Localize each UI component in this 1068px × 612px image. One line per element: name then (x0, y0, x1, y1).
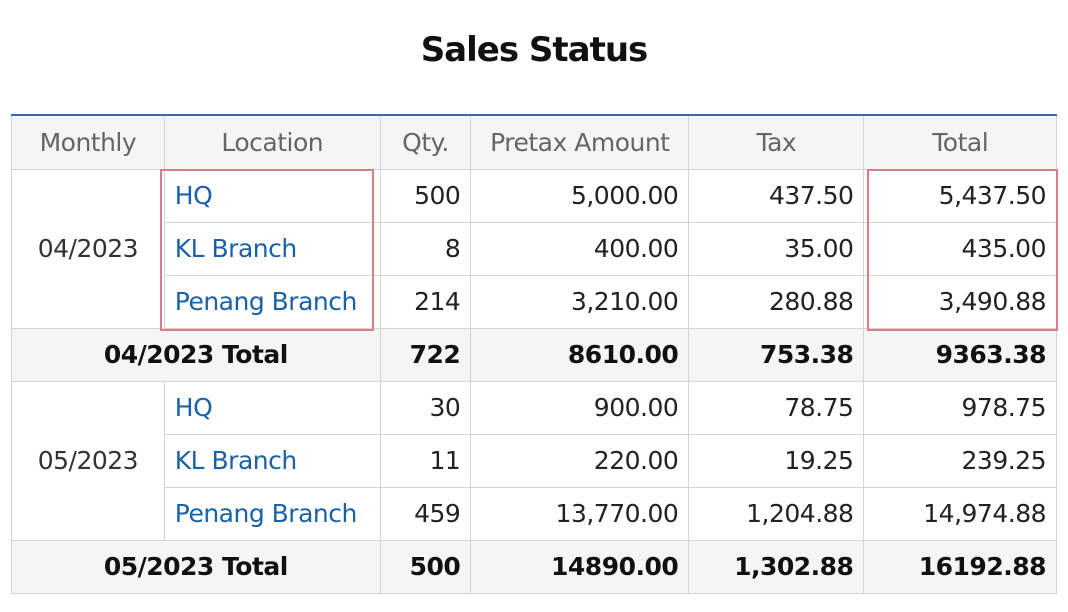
qty-cell: 214 (379, 274, 472, 329)
location-link[interactable]: HQ (163, 380, 381, 435)
table-row: KL Branch 8 400.00 35.00 435.00 (12, 221, 1057, 276)
subtotal-qty: 500 (379, 539, 472, 594)
pretax-cell: 3,210.00 (470, 274, 690, 329)
subtotal-row: 04/2023 Total 722 8610.00 753.38 9363.38 (11, 327, 1057, 382)
subtotal-tax: 1,302.88 (688, 539, 865, 594)
table-row: Penang Branch 214 3,210.00 280.88 3,490.… (12, 274, 1057, 329)
page-title: Sales Status (420, 30, 649, 70)
pretax-cell: 400.00 (470, 221, 690, 276)
subtotal-total: 16192.88 (863, 539, 1057, 594)
qty-cell: 8 (379, 221, 472, 276)
qty-cell: 459 (379, 486, 472, 541)
pretax-cell: 13,770.00 (470, 486, 690, 541)
subtotal-row: 05/2023 Total 500 14890.00 1,302.88 1619… (11, 539, 1057, 594)
tax-cell: 1,204.88 (688, 486, 865, 541)
tax-cell: 280.88 (688, 274, 865, 329)
subtotal-qty: 722 (379, 327, 472, 382)
location-link[interactable]: Penang Branch (163, 274, 381, 329)
column-header-pretax-amount: Pretax Amount (470, 114, 690, 170)
table-row: 04/2023 HQ 500 5,000.00 437.50 5,437.50 (11, 168, 1057, 329)
pretax-cell: 900.00 (470, 380, 690, 435)
table-row: Penang Branch 459 13,770.00 1,204.88 14,… (12, 486, 1057, 541)
location-link[interactable]: Penang Branch (163, 486, 381, 541)
pretax-cell: 5,000.00 (470, 168, 690, 223)
tax-cell: 35.00 (688, 221, 865, 276)
month-cell: 04/2023 (11, 168, 165, 329)
tax-cell: 437.50 (688, 168, 865, 223)
qty-cell: 11 (379, 433, 472, 488)
column-header-tax: Tax (688, 114, 865, 170)
subtotal-pretax: 14890.00 (470, 539, 690, 594)
location-link[interactable]: HQ (163, 168, 381, 223)
table-header-row: Monthly Location Qty. Pretax Amount Tax … (11, 114, 1057, 170)
table-row: 05/2023 HQ 30 900.00 78.75 978.75 (11, 380, 1057, 541)
subtotal-pretax: 8610.00 (470, 327, 690, 382)
total-cell: 3,490.88 (863, 274, 1057, 329)
month-cell: 05/2023 (11, 380, 165, 541)
table-row: KL Branch 11 220.00 19.25 239.25 (12, 433, 1057, 488)
column-header-total: Total (863, 114, 1057, 170)
total-cell: 14,974.88 (863, 486, 1057, 541)
total-cell: 978.75 (863, 380, 1057, 435)
column-header-monthly: Monthly (11, 114, 165, 170)
tax-cell: 78.75 (688, 380, 865, 435)
total-cell: 5,437.50 (863, 168, 1057, 223)
qty-cell: 30 (379, 380, 472, 435)
subtotal-label: 04/2023 Total (11, 327, 381, 382)
column-header-qty: Qty. (379, 114, 472, 170)
subtotal-tax: 753.38 (688, 327, 865, 382)
column-header-location: Location (163, 114, 381, 170)
total-cell: 239.25 (863, 433, 1057, 488)
subtotal-total: 9363.38 (863, 327, 1057, 382)
tax-cell: 19.25 (688, 433, 865, 488)
location-link[interactable]: KL Branch (163, 221, 381, 276)
total-cell: 435.00 (863, 221, 1057, 276)
pretax-cell: 220.00 (470, 433, 690, 488)
subtotal-label: 05/2023 Total (11, 539, 381, 594)
location-link[interactable]: KL Branch (163, 433, 381, 488)
sales-status-table: Monthly Location Qty. Pretax Amount Tax … (11, 114, 1057, 594)
qty-cell: 500 (379, 168, 472, 223)
